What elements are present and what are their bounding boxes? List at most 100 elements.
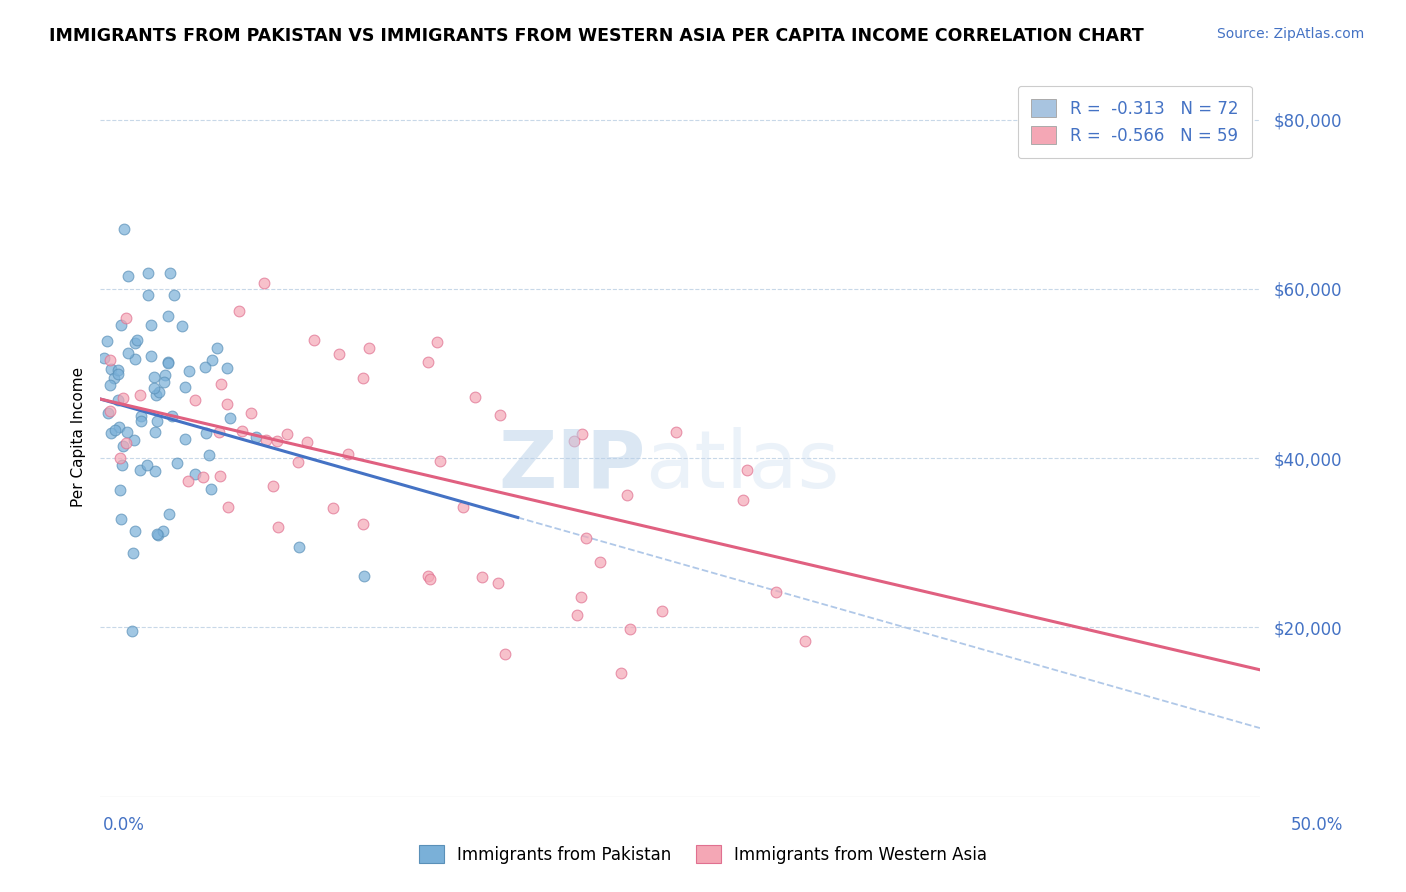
Point <box>174 432 197 446</box>
Point <box>139 349 162 363</box>
Text: atlas: atlas <box>645 427 839 505</box>
Point <box>129 414 152 428</box>
Point <box>262 479 284 493</box>
Point <box>121 624 143 639</box>
Point <box>110 512 132 526</box>
Point <box>163 288 186 302</box>
Point <box>352 371 374 385</box>
Point <box>100 361 122 376</box>
Point <box>107 420 129 434</box>
Point <box>97 405 120 419</box>
Point <box>177 474 200 488</box>
Point <box>108 451 131 466</box>
Point <box>240 406 263 420</box>
Point <box>267 519 290 533</box>
Point <box>254 433 277 447</box>
Point <box>295 434 318 449</box>
Point <box>357 341 380 355</box>
Point <box>104 423 127 437</box>
Point <box>156 356 179 370</box>
Point <box>156 310 179 324</box>
Point <box>129 388 152 402</box>
Point <box>146 414 169 428</box>
Point <box>208 469 231 483</box>
Text: ZIP: ZIP <box>498 427 645 505</box>
Point <box>337 447 360 461</box>
Point <box>162 409 184 423</box>
Point <box>129 409 152 423</box>
Point <box>98 352 121 367</box>
Point <box>322 500 344 515</box>
Point <box>201 352 224 367</box>
Point <box>735 463 758 477</box>
Point <box>124 433 146 447</box>
Point <box>93 351 115 365</box>
Text: Source: ZipAtlas.com: Source: ZipAtlas.com <box>1216 27 1364 41</box>
Point <box>111 458 134 472</box>
Point <box>194 360 217 375</box>
Point <box>416 569 439 583</box>
Point <box>228 304 250 318</box>
Point <box>471 570 494 584</box>
Point <box>352 516 374 531</box>
Point <box>129 463 152 477</box>
Point <box>174 380 197 394</box>
Point <box>217 361 239 376</box>
Point <box>112 391 135 405</box>
Point <box>127 333 149 347</box>
Point <box>107 393 129 408</box>
Point <box>117 345 139 359</box>
Point <box>619 622 641 636</box>
Point <box>495 648 517 662</box>
Point <box>266 434 288 448</box>
Point <box>100 425 122 440</box>
Point <box>146 527 169 541</box>
Legend: Immigrants from Pakistan, Immigrants from Western Asia: Immigrants from Pakistan, Immigrants fro… <box>412 838 994 871</box>
Point <box>464 390 486 404</box>
Point <box>100 378 122 392</box>
Point <box>135 458 157 472</box>
Legend: R =  -0.313   N = 72, R =  -0.566   N = 59: R = -0.313 N = 72, R = -0.566 N = 59 <box>1018 86 1251 158</box>
Point <box>172 318 194 333</box>
Point <box>418 355 440 369</box>
Point <box>143 464 166 478</box>
Point <box>98 404 121 418</box>
Point <box>245 429 267 443</box>
Point <box>793 634 815 648</box>
Point <box>107 367 129 381</box>
Point <box>575 532 598 546</box>
Point <box>159 266 181 280</box>
Point <box>122 545 145 559</box>
Point <box>112 439 135 453</box>
Point <box>215 397 238 411</box>
Point <box>156 355 179 369</box>
Point <box>287 540 309 554</box>
Point <box>353 569 375 583</box>
Point <box>143 370 166 384</box>
Y-axis label: Per Capita Income: Per Capita Income <box>72 367 86 508</box>
Point <box>117 425 139 439</box>
Point <box>616 488 638 502</box>
Point <box>765 585 787 599</box>
Point <box>148 385 170 400</box>
Point <box>142 381 165 395</box>
Point <box>141 318 163 332</box>
Point <box>110 318 132 333</box>
Point <box>191 469 214 483</box>
Point <box>231 424 253 438</box>
Point <box>103 371 125 385</box>
Point <box>208 425 231 439</box>
Point <box>117 268 139 283</box>
Point <box>155 368 177 382</box>
Point <box>571 591 593 605</box>
Point <box>302 333 325 347</box>
Point <box>610 665 633 680</box>
Point <box>217 500 239 514</box>
Point <box>146 528 169 542</box>
Point <box>651 604 673 618</box>
Text: IMMIGRANTS FROM PAKISTAN VS IMMIGRANTS FROM WESTERN ASIA PER CAPITA INCOME CORRE: IMMIGRANTS FROM PAKISTAN VS IMMIGRANTS F… <box>49 27 1144 45</box>
Point <box>166 456 188 470</box>
Point <box>219 410 242 425</box>
Point <box>115 310 138 325</box>
Point <box>198 448 221 462</box>
